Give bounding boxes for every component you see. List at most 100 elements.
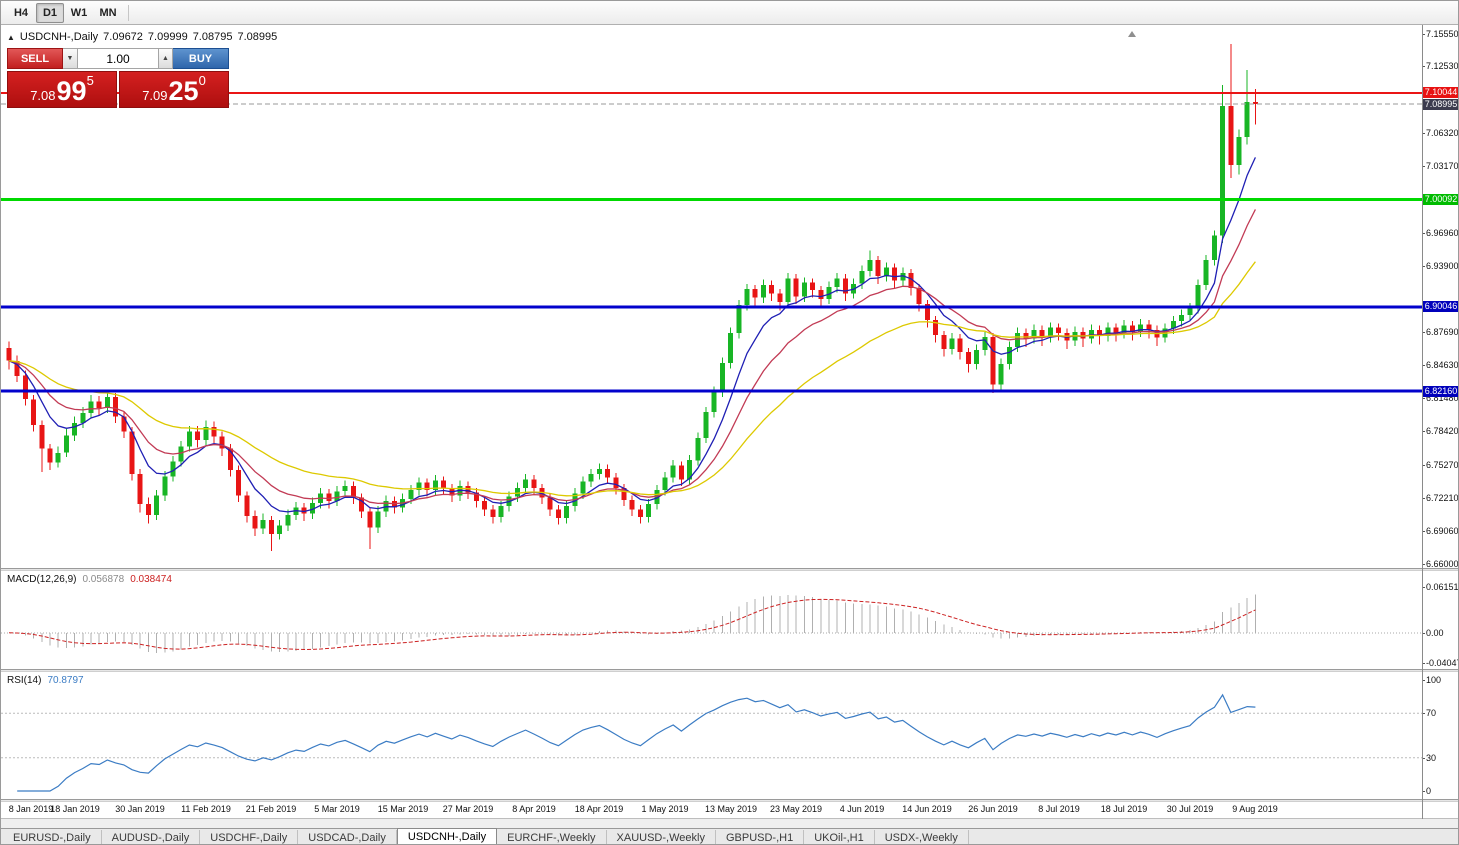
rsi-indicator-panel: RSI(14) 70.8797 100 70 30 0: [1, 672, 1459, 799]
time-axis-label: 8 Jan 2019: [8, 804, 54, 814]
time-axis-label: 27 Mar 2019: [442, 804, 494, 814]
price-axis-label: 6.78420: [1422, 426, 1459, 436]
price-level-badge: 6.90046: [1423, 301, 1458, 312]
time-axis-label: 8 Apr 2019: [512, 804, 556, 814]
period-button-h4[interactable]: H4: [13, 6, 29, 19]
time-axis: 8 Jan 2019 18 Jan 2019 30 Jan 2019 11 Feb 2…: [1, 802, 1458, 818]
panel-resize-divider[interactable]: [1, 669, 1458, 672]
price-axis-label: 7.12530: [1422, 61, 1459, 71]
rsi-axis-label: 30: [1421, 753, 1437, 763]
chart-tab-bar: EURUSD-,Daily AUDUSD-,Daily USDCHF-,Daily U…: [1, 828, 1458, 844]
price-axis-label: 6.72210: [1422, 493, 1459, 503]
chart-tab-eurchf-weekly[interactable]: EURCHF-,Weekly: [497, 830, 607, 844]
bid-price-pips: 99: [56, 76, 87, 106]
ask-price-button[interactable]: 7.09 25 0: [119, 71, 229, 108]
time-axis-label: 4 Jun 2019: [839, 804, 885, 814]
price-level-badge: 7.08995: [1423, 99, 1458, 110]
macd-axis-label: 0.061514: [1422, 582, 1458, 592]
chart-shift-marker-icon: [1128, 31, 1136, 37]
price-axis-border: [1422, 25, 1423, 819]
price-axis-label: 6.87690: [1422, 327, 1459, 337]
rsi-value: 70.8797: [47, 675, 84, 686]
time-axis-label: 18 Jan 2019: [50, 804, 100, 814]
bid-price-button[interactable]: 7.08 99 5: [7, 71, 117, 108]
chart-tab-ukoil-h1[interactable]: UKOil-,H1: [804, 830, 875, 844]
chart-tab-gbpusd-h1[interactable]: GBPUSD-,H1: [716, 830, 805, 844]
price-axis-label: 6.75270: [1422, 460, 1459, 470]
ohlc-close: 7.08995: [237, 31, 278, 43]
period-toolbar: H4 D1 W1 MN: [1, 1, 1458, 25]
period-button-w1[interactable]: W1: [70, 6, 88, 19]
chart-tab-eurusd-daily[interactable]: EURUSD-,Daily: [3, 830, 102, 844]
price-level-badge: 6.82160: [1423, 386, 1458, 397]
volume-input[interactable]: [78, 48, 158, 69]
time-axis-label: 23 May 2019: [769, 804, 823, 814]
panel-resize-divider[interactable]: [1, 568, 1458, 571]
rsi-axis-label: 70: [1421, 708, 1437, 718]
rsi-axis-label: 100: [1421, 675, 1442, 685]
price-axis-label: 7.06320: [1422, 128, 1459, 138]
chart-tab-usdx-weekly[interactable]: USDX-,Weekly: [875, 830, 969, 844]
price-axis-label: 7.15550: [1422, 29, 1459, 39]
price-axis-label: 6.69060: [1422, 526, 1459, 536]
price-level-badge: 7.10044: [1423, 87, 1458, 98]
chart-tab-usdcnh-daily[interactable]: USDCNH-,Daily: [396, 828, 498, 844]
price-level-badge: 7.00092: [1423, 194, 1458, 205]
time-axis-label: 26 Jun 2019: [968, 804, 1018, 814]
time-axis-label: 11 Feb 2019: [181, 804, 231, 814]
macd-indicator-panel: MACD(12,26,9) 0.056878 0.038474 0.061514 0.…: [1, 571, 1459, 669]
panel-resize-divider[interactable]: [1, 799, 1458, 802]
price-axis-label: 6.66000: [1422, 559, 1459, 568]
ask-price-pips: 25: [168, 76, 199, 106]
rsi-axis-label: 0: [1421, 786, 1432, 796]
price-axis-label: 6.93900: [1422, 261, 1459, 271]
time-axis-label: 15 Mar 2019: [377, 804, 429, 814]
volume-decrease-button[interactable]: ▼: [63, 48, 78, 69]
horizontal-scrollbar[interactable]: [1, 818, 1458, 828]
period-button-d1[interactable]: D1: [36, 2, 64, 23]
rsi-header: RSI(14) 70.8797: [7, 675, 90, 686]
ohlc-open: 7.09672: [103, 31, 143, 43]
volume-increase-button[interactable]: ▲: [158, 48, 173, 69]
period-button-mn[interactable]: MN: [99, 6, 117, 19]
macd-axis-label: -0.04047: [1422, 658, 1458, 668]
sell-button[interactable]: SELL: [7, 48, 63, 69]
buy-button[interactable]: BUY: [173, 48, 229, 69]
time-axis-label: 30 Jul 2019: [1166, 804, 1214, 814]
rsi-label: RSI(14): [7, 675, 42, 686]
chart-tab-usdchf-daily[interactable]: USDCHF-,Daily: [200, 830, 299, 844]
chart-title-line: ▲ USDCNH-,Daily 7.09672 7.09999 7.08795 …: [7, 31, 282, 43]
macd-axis-label: 0.00: [1422, 628, 1444, 638]
chart-tab-audusd-daily[interactable]: AUDUSD-,Daily: [102, 830, 201, 844]
macd-canvas[interactable]: [1, 571, 1459, 669]
time-axis-label: 9 Aug 2019: [1232, 804, 1278, 814]
macd-header: MACD(12,26,9) 0.056878 0.038474: [7, 574, 178, 585]
time-axis-label: 30 Jan 2019: [115, 804, 165, 814]
one-click-collapse-icon[interactable]: ▲: [7, 32, 15, 42]
time-axis-label: 18 Apr 2019: [574, 804, 624, 814]
price-axis-label: 6.81480: [1422, 393, 1459, 403]
ohlc-high: 7.09999: [147, 31, 188, 43]
ohlc-low: 7.08795: [192, 31, 233, 43]
chart-tab-usdcad-daily[interactable]: USDCAD-,Daily: [298, 830, 397, 844]
macd-label: MACD(12,26,9): [7, 574, 77, 585]
price-axis-label: 6.96960: [1422, 228, 1459, 238]
time-axis-label: 21 Feb 2019: [245, 804, 297, 814]
price-axis-label: 6.84630: [1422, 360, 1459, 370]
time-axis-label: 13 May 2019: [704, 804, 758, 814]
time-axis-label: 18 Jul 2019: [1100, 804, 1148, 814]
rsi-canvas[interactable]: [1, 672, 1459, 799]
time-axis-label: 8 Jul 2019: [1038, 804, 1080, 814]
one-click-trading-panel: SELL ▼ ▲ BUY 7.08 99 5 7.09 25 0: [7, 48, 229, 108]
main-chart-panel: ▲ USDCNH-,Daily 7.09672 7.09999 7.08795 …: [1, 25, 1459, 568]
price-axis-label: 7.03170: [1422, 161, 1459, 171]
macd-main-value: 0.056878: [82, 574, 125, 585]
price-chart-canvas[interactable]: [1, 25, 1459, 568]
time-axis-label: 1 May 2019: [641, 804, 689, 814]
bid-price-prefix: 7.08: [30, 88, 56, 103]
time-axis-label: 5 Mar 2019: [314, 804, 360, 814]
chart-tab-xauusd-weekly[interactable]: XAUUSD-,Weekly: [607, 830, 716, 844]
ask-price-point: 0: [198, 73, 206, 88]
bid-price-point: 5: [86, 73, 94, 88]
